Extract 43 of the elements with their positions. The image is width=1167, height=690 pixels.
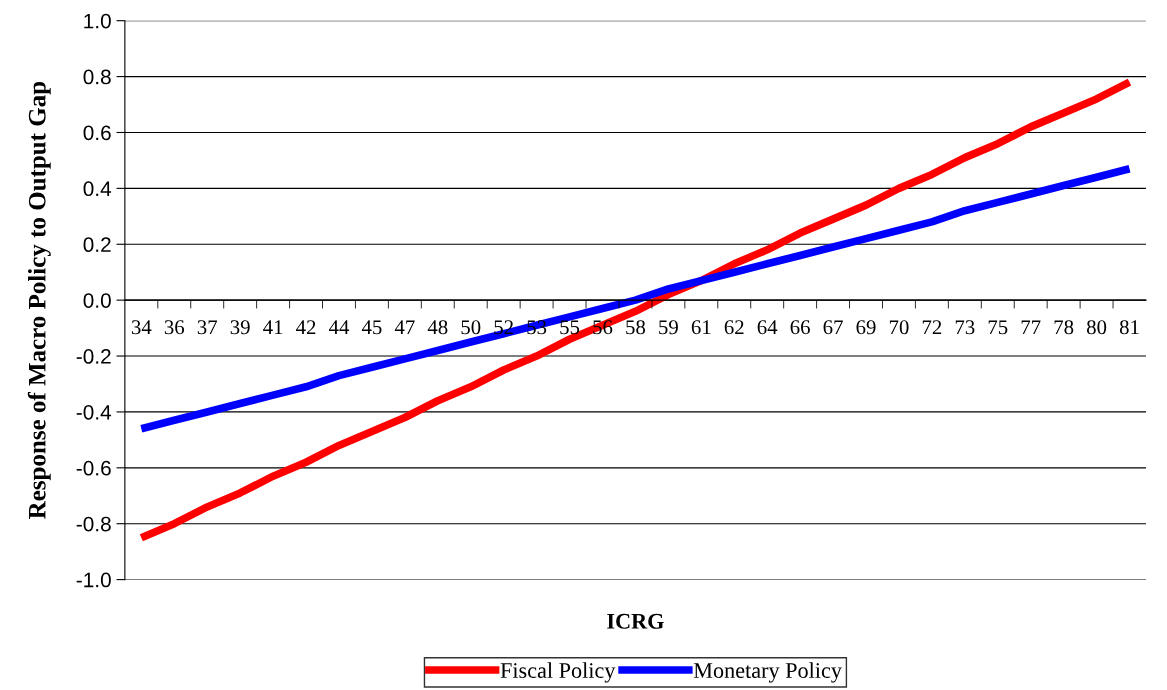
x-tick-label: 78: [1054, 320, 1074, 335]
x-tick-label: 42: [296, 320, 316, 335]
legend-label: Fiscal Policy: [500, 662, 616, 683]
x-tick-label: 61: [691, 320, 711, 335]
x-tick-label: 55: [560, 320, 580, 335]
y-tick-label: -0.6: [76, 460, 111, 476]
y-tick-label: 0.4: [83, 181, 112, 197]
x-tick-label: 36: [164, 320, 185, 335]
x-tick-label: 69: [856, 320, 876, 335]
x-tick-label: 73: [955, 320, 975, 335]
y-tick-label: 0.0: [83, 293, 111, 308]
x-tick-label: 47: [394, 320, 415, 335]
x-tick-label: 45: [361, 320, 382, 335]
x-tick-label: 81: [1119, 320, 1139, 335]
x-tick-label: 48: [427, 320, 448, 335]
legend-label: Monetary Policy: [693, 662, 842, 683]
x-tick-label: 66: [790, 320, 810, 335]
x-axis-title: ICRG: [607, 613, 664, 629]
x-tick-label: 77: [1021, 320, 1041, 335]
x-tick-label: 37: [197, 320, 218, 335]
x-tick-label: 67: [823, 320, 843, 335]
x-tick-label: 59: [659, 320, 678, 335]
x-tick-label: 34: [131, 320, 152, 335]
x-tick-label: 75: [988, 320, 1008, 335]
y-tick-label: -0.2: [76, 349, 111, 364]
y-axis-title: Response of Macro Policy to Output Gap: [27, 81, 51, 519]
x-tick-label: 80: [1086, 320, 1107, 335]
y-tick-label: -0.4: [76, 404, 112, 420]
x-tick-label: 50: [461, 320, 481, 335]
x-tick-label: 62: [724, 320, 744, 335]
x-tick-label: 44: [328, 320, 350, 335]
y-tick-label: 0.8: [83, 69, 111, 85]
y-tick-label: 0.2: [83, 237, 111, 253]
y-tick-label: -0.8: [76, 516, 111, 532]
x-tick-label: 41: [263, 320, 283, 335]
y-tick-label: 0.6: [83, 125, 111, 141]
x-tick-label: 72: [922, 320, 942, 335]
x-tick-label: 58: [626, 320, 646, 335]
x-tick-label: 39: [230, 320, 250, 335]
y-tick-label: -1.0: [76, 572, 111, 588]
x-tick-label: 70: [889, 320, 909, 335]
y-tick-label: 1.0: [84, 13, 111, 29]
x-tick-label: 64: [757, 320, 778, 335]
